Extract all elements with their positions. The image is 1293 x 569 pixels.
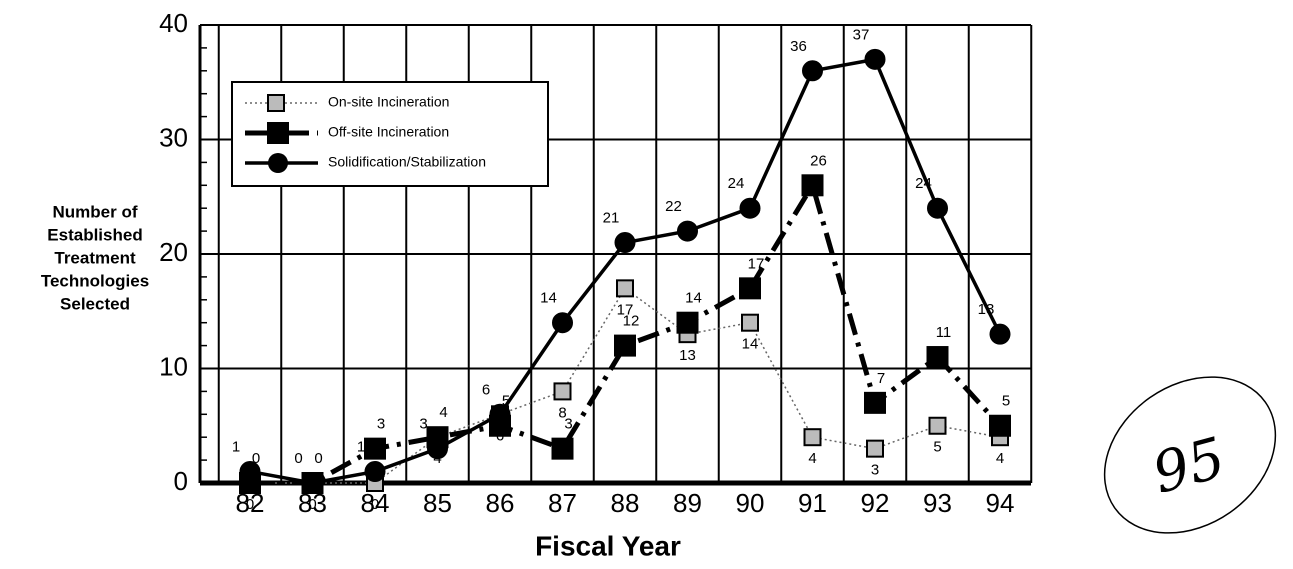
marker bbox=[553, 382, 572, 401]
x-tick-label: 93 bbox=[923, 488, 952, 518]
data-label: 26 bbox=[810, 152, 827, 169]
marker bbox=[677, 220, 698, 242]
x-axis-label: Fiscal Year bbox=[535, 530, 681, 561]
marker bbox=[614, 232, 636, 254]
data-label: 0 bbox=[308, 496, 316, 513]
marker bbox=[364, 461, 386, 483]
y-axis-label: Treatment bbox=[54, 248, 136, 267]
data-label: 6 bbox=[482, 381, 490, 398]
marker bbox=[427, 438, 448, 460]
legend-label: Off-site Incineration bbox=[328, 124, 449, 140]
data-label: 1 bbox=[357, 439, 365, 456]
y-tick-label: 40 bbox=[159, 8, 188, 38]
marker bbox=[864, 48, 886, 70]
marker bbox=[489, 403, 511, 425]
marker bbox=[551, 437, 574, 460]
y-axis-label: Technologies bbox=[41, 271, 149, 290]
marker bbox=[739, 197, 761, 219]
data-label: 14 bbox=[540, 290, 557, 307]
data-label: 17 bbox=[617, 301, 634, 318]
data-label: 22 bbox=[665, 198, 682, 215]
marker bbox=[928, 416, 947, 435]
marker bbox=[739, 277, 761, 300]
y-tick-label: 0 bbox=[174, 466, 188, 496]
data-label: 24 bbox=[915, 175, 932, 192]
data-label: 5 bbox=[1002, 393, 1010, 410]
marker bbox=[926, 346, 949, 369]
marker bbox=[616, 279, 634, 298]
data-label: 1 bbox=[232, 439, 240, 456]
y-axis-label: Number of bbox=[53, 202, 138, 221]
x-tick-label: 87 bbox=[548, 488, 577, 518]
marker bbox=[552, 312, 573, 334]
data-label: 5 bbox=[502, 393, 510, 410]
data-label: 17 bbox=[748, 255, 765, 272]
marker bbox=[364, 437, 386, 460]
data-label: 14 bbox=[685, 290, 702, 307]
legend-marker bbox=[267, 94, 285, 112]
marker bbox=[239, 461, 261, 483]
data-label: 0 bbox=[314, 450, 322, 467]
data-label: 4 bbox=[996, 450, 1004, 467]
data-label: 7 bbox=[877, 370, 885, 387]
marker bbox=[802, 60, 823, 82]
marker bbox=[866, 439, 884, 458]
data-label: 0 bbox=[252, 450, 260, 467]
x-tick-label: 85 bbox=[423, 488, 452, 518]
y-axis-label: Established bbox=[47, 225, 142, 244]
y-tick-label: 10 bbox=[159, 351, 188, 381]
data-label: 37 bbox=[853, 26, 870, 43]
data-label: 24 bbox=[728, 175, 745, 192]
data-label: 0 bbox=[294, 450, 302, 467]
marker bbox=[676, 311, 699, 334]
legend-marker bbox=[267, 122, 289, 144]
legend-label: Solidification/Stabilization bbox=[328, 154, 486, 170]
marker bbox=[801, 174, 824, 197]
legend: On-site Incineration Off-site Incineratio… bbox=[231, 81, 549, 187]
data-label: 3 bbox=[377, 416, 385, 433]
y-axis-label: Selected bbox=[60, 294, 130, 313]
data-label: 3 bbox=[419, 416, 427, 433]
data-label: 3 bbox=[564, 416, 572, 433]
y-tick-label: 20 bbox=[159, 237, 188, 267]
data-label: 0 bbox=[371, 496, 379, 513]
x-tick-label: 89 bbox=[673, 488, 702, 518]
data-label: 36 bbox=[790, 38, 807, 55]
y-tick-label: 30 bbox=[159, 122, 188, 152]
data-label: 13 bbox=[679, 347, 696, 364]
marker bbox=[302, 472, 323, 494]
data-label: 13 bbox=[978, 301, 995, 318]
marker bbox=[803, 428, 822, 447]
marker bbox=[741, 313, 759, 332]
marker bbox=[989, 414, 1011, 437]
data-label: 11 bbox=[936, 324, 952, 341]
marker bbox=[927, 197, 948, 219]
legend-label: On-site Incineration bbox=[328, 94, 449, 110]
data-label: 8 bbox=[558, 404, 566, 421]
marker bbox=[864, 391, 886, 414]
marker bbox=[989, 323, 1011, 345]
legend-marker bbox=[268, 153, 288, 173]
data-label: 12 bbox=[623, 313, 640, 330]
annotation: 95 bbox=[1146, 426, 1232, 507]
x-tick-label: 84 bbox=[361, 488, 390, 518]
data-label: 21 bbox=[603, 210, 620, 227]
data-label: 4 bbox=[439, 404, 447, 421]
x-tick-label: 90 bbox=[736, 488, 765, 518]
x-tick-label: 91 bbox=[798, 488, 827, 518]
x-tick-label: 92 bbox=[861, 488, 890, 518]
marker bbox=[614, 334, 636, 357]
data-label: 3 bbox=[871, 462, 879, 479]
data-label: 0 bbox=[246, 496, 254, 513]
x-tick-label: 88 bbox=[611, 488, 640, 518]
data-label: 14 bbox=[742, 336, 759, 353]
data-label: 5 bbox=[933, 439, 941, 456]
annotation-circle bbox=[1103, 376, 1277, 534]
data-label: 4 bbox=[808, 450, 816, 467]
x-tick-label: 86 bbox=[486, 488, 515, 518]
x-tick-label: 94 bbox=[986, 488, 1015, 518]
